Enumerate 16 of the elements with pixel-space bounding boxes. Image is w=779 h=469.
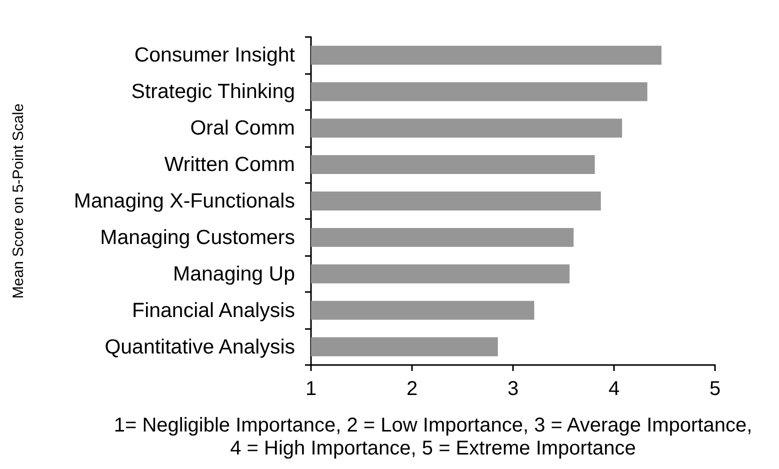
- y-tick-label: Written Comm: [164, 153, 295, 176]
- y-tick-label: Managing Customers: [100, 226, 295, 249]
- x-axis-title: 1= Negligible Importance, 2 = Low Importance, 3 = Average Importance, 4 = High Importance, 5 = Extreme Importance: [114, 414, 752, 460]
- y-tick-label: Consumer Insight: [134, 44, 296, 67]
- y-axis-title: Mean Score on 5-Point Scale: [10, 103, 27, 299]
- x-tick-label: 5: [709, 378, 721, 400]
- y-tick-label: Oral Comm: [190, 116, 295, 140]
- y-tick-label: Managing X-Functionals: [74, 190, 295, 212]
- y-tick-label: Strategic Thinking: [131, 80, 295, 104]
- y-tick-label: Financial Analysis: [132, 298, 295, 322]
- x-tick-label: 1: [305, 378, 317, 400]
- x-tick-label: 4: [608, 378, 620, 400]
- x-tick-label: 3: [507, 378, 519, 400]
- x-tick-label: 2: [406, 378, 418, 400]
- y-tick-label: Quantitative Analysis: [104, 335, 295, 358]
- y-tick-label: Managing Up: [173, 262, 295, 286]
